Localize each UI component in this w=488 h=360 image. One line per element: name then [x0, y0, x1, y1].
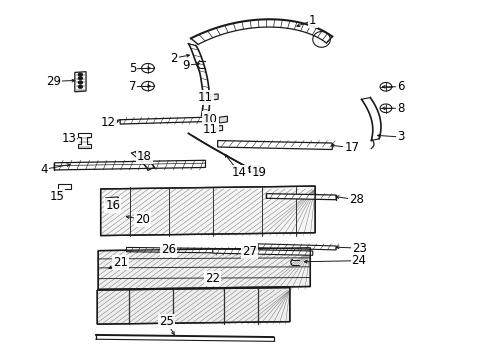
Circle shape	[78, 73, 82, 76]
Polygon shape	[217, 140, 331, 149]
Text: 16: 16	[105, 199, 120, 212]
Text: 9: 9	[182, 59, 189, 72]
Text: 1: 1	[308, 14, 316, 27]
Text: 18: 18	[137, 150, 152, 163]
Polygon shape	[258, 244, 335, 250]
Text: 15: 15	[49, 190, 64, 203]
Text: 6: 6	[396, 80, 404, 93]
Polygon shape	[54, 160, 205, 170]
Polygon shape	[210, 94, 218, 100]
Polygon shape	[249, 166, 260, 172]
Text: 23: 23	[351, 242, 366, 255]
Circle shape	[78, 81, 82, 84]
Polygon shape	[78, 134, 91, 148]
Text: 20: 20	[134, 213, 149, 226]
Text: 3: 3	[396, 130, 404, 144]
Text: 5: 5	[128, 62, 136, 75]
Text: 8: 8	[396, 102, 404, 115]
Text: 19: 19	[251, 166, 266, 179]
Text: 29: 29	[46, 75, 61, 88]
Text: 26: 26	[161, 243, 176, 256]
Text: 7: 7	[128, 80, 136, 93]
Text: 13: 13	[61, 132, 76, 145]
Polygon shape	[101, 186, 315, 235]
Circle shape	[78, 85, 82, 88]
Text: 22: 22	[205, 272, 220, 285]
Text: 25: 25	[159, 315, 174, 328]
Text: 10: 10	[203, 113, 217, 126]
Polygon shape	[215, 126, 222, 131]
Polygon shape	[75, 72, 86, 92]
Text: 24: 24	[351, 254, 366, 267]
Text: 11: 11	[198, 91, 213, 104]
Text: 11: 11	[203, 123, 218, 136]
Text: 14: 14	[232, 166, 246, 179]
Text: 27: 27	[242, 245, 256, 258]
Polygon shape	[98, 248, 310, 289]
Text: 28: 28	[348, 193, 364, 206]
Polygon shape	[266, 194, 335, 200]
Text: 12: 12	[100, 116, 115, 129]
Text: 21: 21	[112, 256, 127, 269]
Text: 4: 4	[41, 163, 48, 176]
Polygon shape	[58, 184, 71, 196]
Polygon shape	[219, 116, 227, 123]
Circle shape	[78, 77, 82, 80]
Polygon shape	[126, 247, 243, 253]
Polygon shape	[120, 117, 205, 124]
Polygon shape	[97, 288, 289, 324]
Polygon shape	[212, 249, 312, 255]
Text: 2: 2	[170, 51, 177, 64]
Polygon shape	[105, 197, 118, 203]
Text: 17: 17	[344, 141, 359, 154]
